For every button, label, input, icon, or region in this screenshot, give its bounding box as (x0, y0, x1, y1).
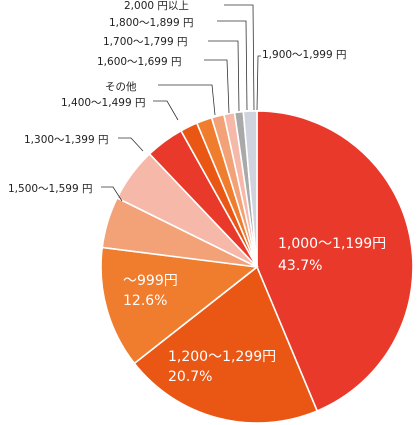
leader-line-8 (208, 40, 240, 112)
slice-labels: 1,000〜1,199円 43.7% 1,200〜1,299円 20.7% 〜999円 1… (8, 0, 386, 385)
slice-label-7: 1,600〜1,699 円 (97, 56, 181, 68)
leader-line-9 (217, 20, 248, 111)
slice-label-2: 〜999円 (123, 273, 178, 289)
slice-value-2: 12.6% (123, 293, 167, 309)
leader-line-3 (101, 186, 123, 202)
slice-label-10: 2,000 円以上 (124, 0, 189, 12)
slice-label-5: 1,400〜1,499 円 (61, 97, 145, 109)
slice-1 (133, 265, 319, 424)
slice-label-6: その他 (105, 80, 137, 93)
slice-2 (100, 246, 259, 365)
leader-line-10 (224, 4, 255, 111)
leader-line-7 (204, 59, 230, 114)
slice-label-1: 1,200〜1,299円 (168, 349, 276, 365)
slice-value-1: 20.7% (168, 369, 212, 385)
leader-line-5 (153, 100, 179, 121)
slice-label-4: 1,300〜1,399 円 (24, 134, 108, 146)
slice-label-11: 1,900〜1,999 円 (262, 49, 346, 61)
slice-value-0: 43.7% (278, 258, 322, 274)
slice-label-9: 1,800〜1,899 円 (109, 17, 193, 29)
leader-lines (101, 4, 261, 202)
slice-label-8: 1,700〜1,799 円 (103, 36, 187, 48)
slice-label-0: 1,000〜1,199円 (278, 236, 386, 252)
slice-0 (256, 110, 414, 412)
leader-line-6 (158, 84, 216, 116)
leader-line-11 (256, 55, 261, 111)
slice-label-3: 1,500〜1,599 円 (8, 183, 92, 195)
slice-11 (242, 110, 258, 268)
pie-slices (100, 110, 414, 424)
leader-line-4 (118, 137, 144, 152)
